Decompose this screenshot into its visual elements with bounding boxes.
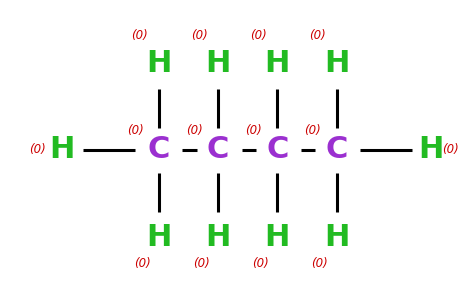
Text: (0): (0) [309, 29, 326, 43]
Text: H: H [49, 136, 74, 164]
Text: H: H [146, 49, 172, 77]
Text: (0): (0) [193, 257, 210, 271]
Text: C: C [207, 136, 229, 164]
Text: C: C [147, 136, 170, 164]
Text: (0): (0) [186, 124, 203, 137]
Text: H: H [205, 223, 231, 251]
Text: (0): (0) [311, 257, 328, 271]
Text: (0): (0) [191, 29, 208, 43]
Text: (0): (0) [245, 124, 262, 137]
Text: C: C [266, 136, 289, 164]
Text: (0): (0) [131, 29, 148, 43]
Text: (0): (0) [29, 143, 46, 157]
Text: C: C [325, 136, 348, 164]
Text: H: H [264, 49, 290, 77]
Text: H: H [324, 49, 349, 77]
Text: H: H [146, 223, 172, 251]
Text: (0): (0) [252, 257, 269, 271]
Text: (0): (0) [134, 257, 151, 271]
Text: (0): (0) [304, 124, 321, 137]
Text: (0): (0) [442, 143, 459, 157]
Text: H: H [205, 49, 231, 77]
Text: H: H [324, 223, 349, 251]
Text: (0): (0) [250, 29, 267, 43]
Text: H: H [419, 136, 444, 164]
Text: H: H [264, 223, 290, 251]
Text: (0): (0) [127, 124, 144, 137]
